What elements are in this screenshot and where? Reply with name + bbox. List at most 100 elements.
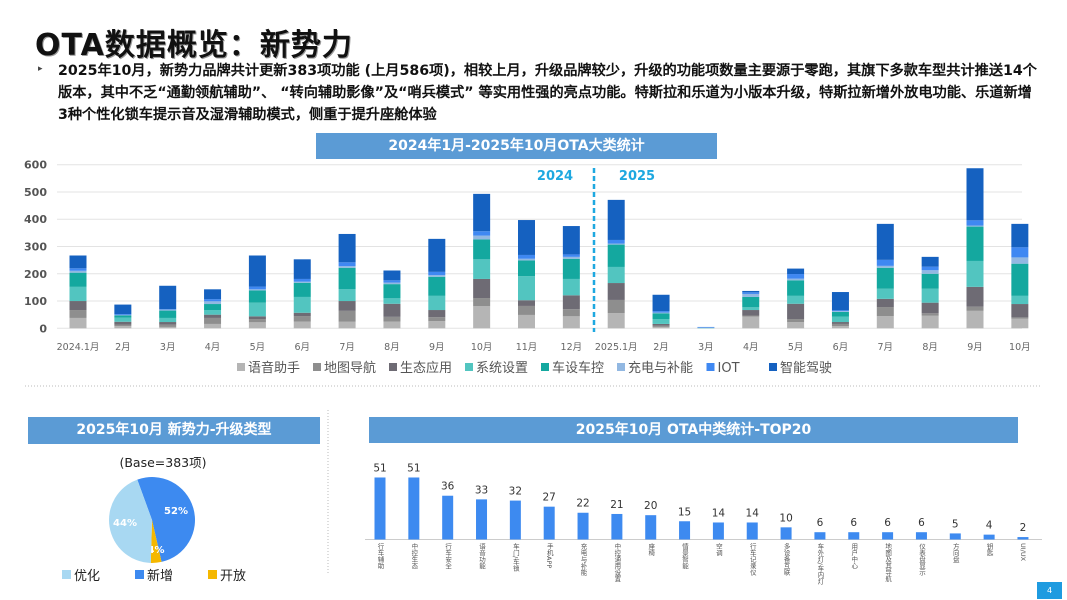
bar-segment-7 [966, 168, 984, 221]
legend-label: 地图导航 [324, 360, 376, 376]
bar-segment-4 [293, 282, 311, 297]
bar-segment-0 [204, 323, 222, 329]
x-tick-label: 3月 [160, 342, 176, 353]
bar-segment-5 [204, 301, 222, 305]
bar-segment-4 [248, 290, 266, 303]
bar-segment-2 [159, 322, 177, 325]
bar-segment-2 [607, 283, 625, 300]
top20-bar [882, 532, 894, 540]
bar-segment-5 [697, 327, 715, 329]
top20-value-label: 27 [543, 492, 556, 504]
top20-bar [543, 506, 555, 540]
bar-segment-0 [787, 322, 805, 329]
bar-segment-3 [114, 317, 132, 322]
stacked-chart-title: 2024年1月-2025年10月OTA大类统计 [316, 133, 717, 159]
bar-segment-7 [293, 259, 311, 279]
x-tick-label: 6月 [833, 342, 849, 353]
top20-category-label: UI/UX [1019, 543, 1027, 562]
pie-legend-label: 开放 [220, 569, 246, 584]
legend-label: 充电与补能 [628, 360, 693, 376]
bar-segment-3 [652, 319, 670, 324]
bar-segment-3 [473, 259, 491, 279]
top20-bar [814, 532, 826, 540]
top20-value-label: 32 [509, 486, 522, 498]
x-tick-label: 5月 [250, 342, 266, 353]
bar-segment-6 [383, 280, 401, 283]
bar-segment-4 [69, 272, 87, 287]
bar-segment-4 [338, 267, 356, 290]
top20-bar [949, 533, 961, 540]
y-tick-label: 0 [39, 322, 47, 335]
bar-segment-1 [562, 309, 580, 317]
bar-segment-5 [114, 314, 132, 316]
top20-bar [780, 527, 792, 540]
pie-base-label: (Base=383项) [119, 455, 206, 470]
legend-label: 车设车控 [552, 360, 604, 376]
legend-label: IOT [718, 361, 740, 376]
pie-slice-0 [137, 476, 196, 562]
top20-value-label: 51 [407, 462, 420, 474]
bar-segment-2 [831, 322, 849, 324]
bar-segment-3 [338, 289, 356, 302]
bar-segment-5 [562, 256, 580, 259]
bar-segment-5 [831, 311, 849, 312]
legend-label: 语音助手 [248, 360, 300, 376]
top20-category-label: 方向盘 [951, 542, 959, 563]
pie-data-label: 44% [113, 518, 137, 529]
bar-segment-7 [473, 193, 491, 232]
bar-segment-2 [69, 301, 87, 311]
x-tick-label: 3月 [698, 342, 714, 353]
pie-chart-title: 2025年10月 新势力-升级类型 [28, 417, 320, 444]
legend-swatch [617, 363, 625, 371]
bar-segment-0 [921, 315, 939, 329]
bar-segment-5 [159, 309, 177, 311]
top20-bar [374, 477, 386, 540]
bar-segment-7 [1011, 223, 1029, 248]
bar-segment-2 [518, 300, 535, 306]
bar-segment-3 [383, 298, 401, 304]
bar-segment-0 [742, 316, 760, 329]
bar-segment-0 [248, 322, 266, 329]
top20-bar [509, 500, 521, 540]
x-tick-label: 2月 [115, 342, 131, 353]
top20-value-label: 6 [918, 517, 925, 529]
bar-segment-7 [742, 290, 760, 293]
bar-segment-1 [787, 319, 805, 323]
bar-segment-6 [831, 310, 849, 312]
top20-category-label: 仪表盘显示 [917, 543, 925, 576]
bar-segment-7 [787, 268, 805, 275]
x-tick-label: 8月 [922, 342, 938, 353]
legend-swatch [465, 363, 473, 371]
year-label-2024: 2024 [537, 169, 573, 184]
bar-segment-0 [652, 326, 670, 329]
bar-segment-2 [787, 303, 805, 320]
x-tick-label: 11月 [516, 342, 538, 353]
bar-segment-1 [742, 315, 760, 317]
bar-segment-4 [876, 267, 894, 289]
x-tick-label: 2025.1月 [595, 342, 638, 353]
bar-segment-0 [383, 321, 401, 329]
bar-segment-1 [518, 305, 535, 315]
bar-segment-1 [204, 317, 222, 324]
bar-segment-5 [248, 289, 266, 291]
bar-segment-4 [159, 310, 177, 318]
bar-segment-3 [831, 316, 849, 323]
bar-segment-6 [159, 309, 177, 310]
bar-segment-1 [248, 319, 266, 323]
bar-segment-0 [114, 326, 132, 329]
bar-segment-7 [652, 294, 670, 312]
bar-segment-6 [473, 231, 491, 236]
bar-segment-6 [114, 314, 132, 315]
top20-category-label: 钥匙 [985, 542, 993, 558]
top20-bar [915, 532, 927, 540]
top20-category-label: 车门/车锁 [511, 542, 519, 573]
bar-segment-5 [876, 265, 894, 268]
bar-segment-1 [114, 324, 132, 327]
bar-segment-6 [248, 286, 266, 290]
bar-segment-0 [831, 326, 849, 329]
bar-segment-3 [787, 295, 805, 304]
bar-segment-2 [248, 316, 266, 320]
bar-segment-2 [966, 286, 984, 307]
bar-segment-4 [518, 260, 535, 277]
bar-segment-1 [831, 323, 849, 327]
